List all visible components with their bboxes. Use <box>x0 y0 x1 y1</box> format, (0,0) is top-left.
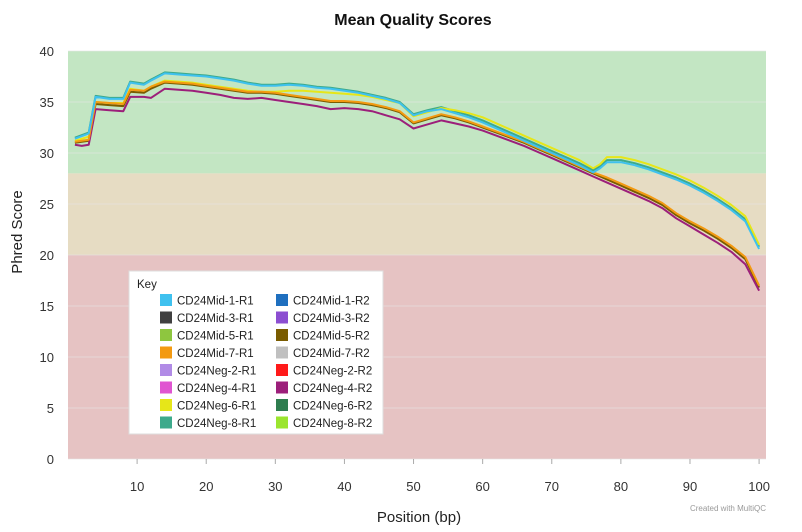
x-tick-label: 20 <box>199 479 213 494</box>
y-axis-title: Phred Score <box>9 190 26 273</box>
legend: Key CD24Mid-1-R1 CD24Mid-1-R2 CD24Mid-3-R1… <box>128 270 384 435</box>
series-line-cd24mid-7-r1 <box>74 80 761 287</box>
legend-items: CD24Mid-1-R1 CD24Mid-1-R2 CD24Mid-3-R1 CD24… <box>160 294 372 430</box>
legend-swatch <box>276 311 288 324</box>
x-tick-label: 10 <box>130 479 144 494</box>
y-tick-label: 35 <box>40 95 54 110</box>
chart-title: Mean Quality Scores <box>334 12 491 29</box>
x-tick-label: 100 <box>748 479 770 494</box>
legend-swatch <box>160 416 172 429</box>
y-tick-label: 30 <box>40 146 54 161</box>
legend-swatch <box>276 346 288 359</box>
series-lines <box>74 71 761 292</box>
y-tick-label: 40 <box>40 44 54 59</box>
legend-label: CD24Mid-7-R1 <box>177 348 254 360</box>
series-line-cd24neg-4-r2 <box>74 87 760 292</box>
legend-label: CD24Neg-2-R1 <box>177 366 256 378</box>
legend-title: Key <box>137 279 157 291</box>
legend-label: CD24Mid-5-R2 <box>293 331 370 343</box>
legend-swatch <box>160 311 172 324</box>
y-tick-label: 20 <box>40 248 54 263</box>
legend-swatch <box>276 364 288 376</box>
legend-swatch <box>276 381 288 394</box>
legend-label: CD24Neg-2-R2 <box>293 366 372 378</box>
legend-swatch <box>276 329 288 341</box>
legend-swatch <box>160 381 172 394</box>
legend-swatch <box>276 416 288 429</box>
y-tick-label: 15 <box>40 299 54 314</box>
legend-swatch <box>276 294 288 306</box>
legend-label: CD24Mid-5-R1 <box>177 331 254 343</box>
series-line-cd24mid-1-r1 <box>74 72 760 250</box>
y-tick-label: 5 <box>47 401 54 416</box>
legend-swatch <box>160 294 172 306</box>
x-tick-label: 70 <box>545 479 559 494</box>
legend-label: CD24Mid-1-R1 <box>177 296 254 308</box>
legend-label: CD24Neg-6-R1 <box>177 401 256 413</box>
legend-label: CD24Mid-7-R2 <box>293 348 370 360</box>
x-tick-label: 90 <box>683 479 697 494</box>
y-tick-label: 25 <box>40 197 54 212</box>
legend-swatch <box>160 364 172 376</box>
x-tick-label: 50 <box>406 479 420 494</box>
legend-label: CD24Neg-4-R1 <box>177 383 256 395</box>
legend-swatch <box>160 346 172 359</box>
quality-band-1 <box>68 173 766 255</box>
x-tick-label: 40 <box>337 479 351 494</box>
y-tick-labels: 0 5 10 15 20 25 30 35 40 <box>40 44 54 467</box>
credit-text: Created with MultiQC <box>690 504 766 513</box>
legend-label: CD24Neg-6-R2 <box>293 401 372 413</box>
legend-label: CD24Neg-8-R2 <box>293 418 372 430</box>
x-axis-title: Position (bp) <box>377 509 461 526</box>
x-tick-label: 30 <box>268 479 282 494</box>
legend-swatch <box>160 329 172 341</box>
legend-swatch <box>160 399 172 411</box>
x-tick-label: 60 <box>475 479 489 494</box>
legend-label: CD24Mid-1-R2 <box>293 296 370 308</box>
y-tick-label: 0 <box>47 452 54 467</box>
y-tick-label: 10 <box>40 350 54 365</box>
legend-label: CD24Neg-4-R2 <box>293 383 372 395</box>
legend-label: CD24Neg-8-R1 <box>177 418 256 430</box>
x-tick-label: 80 <box>614 479 628 494</box>
x-tick-labels: 10 20 30 40 50 60 70 80 90 100 <box>130 479 770 494</box>
legend-label: CD24Mid-3-R1 <box>177 313 254 325</box>
legend-swatch <box>276 399 288 411</box>
legend-label: CD24Mid-3-R2 <box>293 313 370 325</box>
